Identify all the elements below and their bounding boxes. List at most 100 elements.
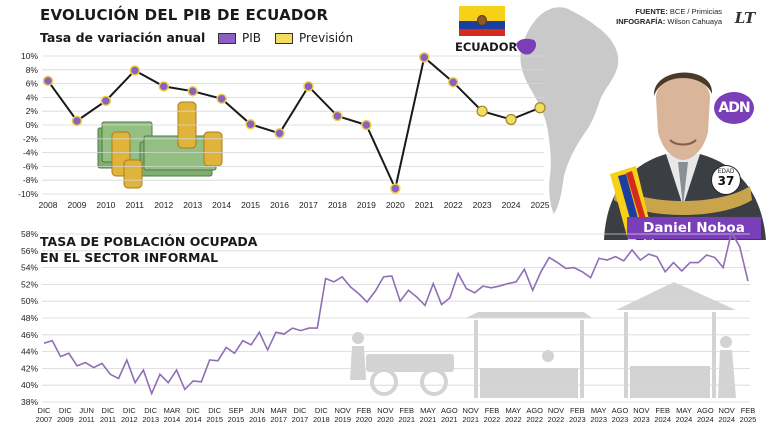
y-tick-label: 48%	[21, 313, 38, 323]
legend-item-pib: PIB	[218, 31, 261, 45]
y-tick-label: 54%	[21, 263, 38, 273]
x-tick-month: MAY	[505, 406, 521, 415]
x-tick-month: MAR	[164, 406, 181, 415]
x-tick-label: 2022	[444, 200, 463, 210]
illustration-street-vendors-icon	[350, 282, 736, 398]
legend-item-prevision: Previsión	[275, 31, 353, 45]
y-tick-label: -2%	[23, 134, 39, 144]
x-tick-label: 2021	[415, 200, 434, 210]
pib-point	[390, 183, 401, 194]
x-tick-year: 2013	[142, 415, 159, 424]
x-tick-year: 2017	[292, 415, 309, 424]
chart2-title: TASA DE POBLACIÓN OCUPADA EN EL SECTOR I…	[40, 234, 258, 265]
infographic-label: INFOGRAFÍA:	[616, 17, 666, 26]
x-tick-year: 2011	[79, 415, 95, 424]
x-tick-year: 2017	[270, 415, 287, 424]
x-tick-year: 2021	[398, 415, 415, 424]
y-tick-label: -10%	[18, 189, 38, 199]
y-tick-label: 38%	[21, 397, 38, 407]
pib-point	[332, 110, 343, 122]
pib-point	[42, 75, 54, 87]
pib-point	[187, 85, 198, 97]
x-tick-month: AGO	[697, 406, 714, 415]
informal-sector-chart: 58%56%54%52%50%48%46%44%42%40%38% DIC200…	[21, 230, 757, 424]
x-tick-year: 2020	[356, 415, 373, 424]
y-tick-label: 44%	[21, 347, 38, 357]
x-tick-month: AGO	[441, 406, 458, 415]
south-america-map-icon	[516, 7, 619, 214]
x-tick-year: 2024	[697, 415, 714, 424]
y-tick-label: 50%	[21, 296, 38, 306]
x-tick-month: FEB	[485, 406, 500, 415]
x-tick-year: 2024	[676, 415, 693, 424]
x-tick-year: 2021	[462, 415, 479, 424]
age-value: 37	[717, 174, 735, 188]
pib-point	[361, 119, 372, 131]
x-tick-label: 2014	[212, 200, 231, 210]
illustration-money-icon	[97, 101, 223, 189]
daniel-noboa-portrait	[604, 72, 766, 240]
pib-point	[447, 76, 459, 88]
legend-swatch-pib	[218, 32, 236, 44]
y-tick-label: 8%	[26, 65, 39, 75]
x-tick-month: NOV	[377, 406, 393, 415]
x-tick-month: JUN	[79, 406, 94, 415]
x-tick-month: NOV	[719, 406, 735, 415]
pib-point	[129, 65, 141, 76]
prevision-point	[534, 102, 546, 114]
y-tick-label: 4%	[26, 92, 39, 102]
legend-swatch-prevision	[275, 32, 294, 44]
x-tick-month: FEB	[357, 406, 372, 415]
x-tick-label: 2023	[473, 200, 492, 210]
y-tick-label: 0%	[26, 120, 39, 130]
prevision-point	[505, 113, 517, 126]
age-badge: EDAD 37	[711, 165, 741, 195]
pib-point	[100, 95, 112, 107]
x-tick-month: MAR	[270, 406, 287, 415]
age-label: EDAD	[717, 169, 735, 175]
x-tick-month: DIC	[315, 406, 329, 415]
pib-point	[71, 115, 83, 127]
x-tick-year: 2022	[548, 415, 565, 424]
y-tick-label: 52%	[21, 279, 38, 289]
x-tick-month: FEB	[570, 406, 585, 415]
x-tick-year: 2015	[206, 415, 223, 424]
y-tick-label: 42%	[21, 363, 38, 373]
pib-point	[418, 52, 430, 63]
x-tick-month: DIC	[294, 406, 308, 415]
legend-label-pib: PIB	[242, 31, 262, 45]
chart1-title: EVOLUCIÓN DEL PIB DE ECUADOR	[40, 6, 329, 24]
x-tick-label: 2010	[96, 200, 115, 210]
y-tick-label: -8%	[23, 175, 39, 185]
prevision-point	[476, 105, 488, 117]
y-tick-label: 2%	[26, 106, 39, 116]
source-label: FUENTE:	[635, 7, 668, 16]
y-tick-label: 40%	[21, 380, 38, 390]
x-tick-month: NOV	[335, 406, 351, 415]
source-value: BCE / Primicias	[669, 7, 722, 16]
x-tick-month: SEP	[228, 406, 243, 415]
x-tick-year: 2012	[121, 415, 138, 424]
x-tick-month: MAY	[420, 406, 436, 415]
x-tick-label: 2020	[386, 200, 405, 210]
x-tick-month: FEB	[399, 406, 414, 415]
x-tick-label: 2019	[357, 200, 376, 210]
x-tick-month: FEB	[655, 406, 670, 415]
legend-label-prevision: Previsión	[299, 31, 354, 45]
x-tick-label: 2013	[183, 200, 202, 210]
newspaper-logo: LT	[734, 9, 756, 27]
x-tick-month: DIC	[123, 406, 137, 415]
chart1-legend: PIB Previsión	[218, 31, 367, 45]
x-tick-month: NOV	[463, 406, 479, 415]
x-tick-year: 2022	[505, 415, 522, 424]
pib-point	[274, 128, 285, 139]
x-tick-year: 2025	[740, 415, 757, 424]
x-tick-year: 2021	[441, 415, 458, 424]
x-tick-label: 2024	[502, 200, 521, 210]
informal-series-line	[43, 230, 749, 396]
x-tick-month: DIC	[102, 406, 116, 415]
x-tick-label: 2025	[531, 200, 550, 210]
chart1-subtitle: Tasa de variación anual	[40, 30, 206, 45]
y-tick-label: 58%	[21, 230, 38, 239]
x-tick-year: 2019	[334, 415, 351, 424]
